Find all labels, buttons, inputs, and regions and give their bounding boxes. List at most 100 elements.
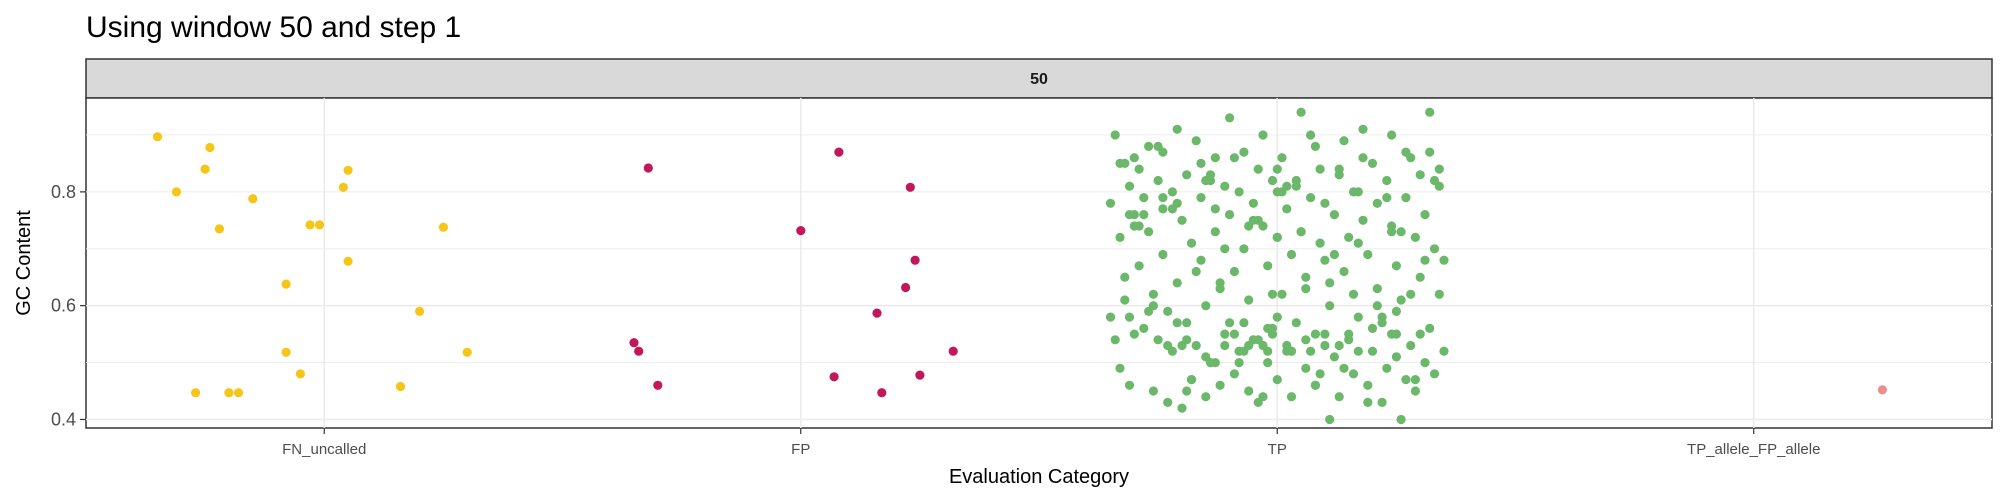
- x-tick-label: FP: [791, 441, 810, 458]
- data-point-tp: [1377, 397, 1387, 407]
- data-point-tp: [1339, 136, 1349, 146]
- data-point-tp: [1220, 340, 1230, 351]
- data-point-fp: [834, 147, 844, 157]
- data-point-tp: [1234, 358, 1244, 368]
- data-point-tp-allele-fp-allele: [1877, 385, 1887, 395]
- data-point-tp: [1267, 289, 1278, 299]
- data-point-tp: [1353, 238, 1363, 248]
- data-point-tp: [1406, 340, 1416, 351]
- data-point-tp: [1310, 380, 1320, 390]
- data-point-tp: [1220, 244, 1230, 254]
- data-point-tp: [1148, 301, 1158, 311]
- data-point-tp: [1191, 266, 1201, 277]
- data-point-fn-uncalled: [305, 220, 315, 230]
- data-point-tp: [1434, 164, 1444, 174]
- data-point-tp: [1272, 232, 1282, 242]
- x-axis-title: Evaluation Category: [949, 466, 1129, 488]
- data-point-fn-uncalled: [248, 194, 258, 204]
- data-point-tp: [1182, 335, 1192, 345]
- data-point-tp: [1410, 386, 1420, 396]
- data-point-tp: [1153, 141, 1163, 151]
- data-point-tp: [1334, 340, 1344, 351]
- data-point-fp: [829, 372, 839, 382]
- data-point-tp: [1196, 193, 1206, 203]
- data-point-tp: [1105, 312, 1116, 322]
- data-point-tp: [1391, 261, 1401, 271]
- data-point-tp: [1220, 329, 1230, 339]
- data-point-tp: [1139, 210, 1149, 220]
- data-point-tp: [1272, 375, 1282, 385]
- data-point-tp: [1253, 164, 1263, 174]
- data-point-tp: [1201, 352, 1211, 362]
- data-point-tp: [1286, 346, 1297, 356]
- data-point-tp: [1253, 335, 1263, 345]
- data-point-tp: [1124, 380, 1135, 390]
- facet-strip-label: 50: [1030, 71, 1048, 88]
- data-point-tp: [1244, 340, 1254, 351]
- data-point-tp: [1129, 329, 1139, 339]
- data-point-tp: [1244, 386, 1254, 396]
- data-point-tp: [1210, 358, 1220, 368]
- data-point-tp: [1225, 210, 1235, 220]
- data-point-tp: [1148, 289, 1158, 299]
- data-point-tp: [1182, 318, 1192, 328]
- data-point-tp: [1401, 147, 1411, 157]
- data-point-tp: [1372, 301, 1382, 311]
- data-point-tp: [1353, 346, 1363, 356]
- data-point-tp: [1115, 363, 1125, 373]
- data-point-tp: [1139, 323, 1149, 333]
- data-point-fp: [629, 338, 639, 348]
- facet-strip: [85, 58, 1993, 99]
- data-point-tp: [1153, 175, 1163, 186]
- data-point-tp: [1244, 221, 1254, 231]
- data-point-tp: [1320, 198, 1330, 208]
- data-point-tp: [1234, 187, 1244, 197]
- data-point-fn-uncalled: [415, 306, 425, 316]
- data-point-fp: [653, 380, 663, 390]
- data-point-tp: [1277, 153, 1287, 163]
- data-point-tp: [1387, 329, 1397, 339]
- data-point-tp: [1239, 318, 1249, 328]
- data-point-tp: [1110, 335, 1120, 345]
- data-point-tp: [1348, 289, 1359, 299]
- data-point-fn-uncalled: [338, 182, 348, 192]
- data-point-tp: [1272, 164, 1282, 174]
- data-point-tp: [1396, 295, 1406, 305]
- data-point-tp: [1301, 272, 1311, 282]
- data-point-tp: [1401, 193, 1411, 203]
- data-point-fp: [905, 182, 915, 192]
- data-point-tp: [1177, 403, 1187, 413]
- data-point-tp: [1105, 198, 1116, 208]
- data-point-tp: [1267, 175, 1278, 186]
- data-point-fn-uncalled: [214, 224, 224, 234]
- data-point-tp: [1134, 164, 1144, 174]
- data-point-tp: [1134, 221, 1144, 231]
- data-point-tp: [1186, 375, 1197, 385]
- data-point-tp: [1263, 261, 1273, 271]
- data-point-tp: [1320, 340, 1330, 351]
- data-point-tp: [1367, 323, 1378, 333]
- data-point-tp: [1320, 329, 1330, 339]
- data-point-tp: [1172, 124, 1182, 134]
- data-point-fn-uncalled: [233, 388, 244, 398]
- x-tick-label: TP_allele_FP_allele: [1687, 441, 1820, 458]
- data-point-tp: [1124, 181, 1135, 191]
- data-point-tp: [1358, 153, 1368, 163]
- data-point-tp: [1296, 107, 1306, 117]
- data-point-tp: [1320, 255, 1330, 265]
- data-point-tp: [1301, 335, 1311, 345]
- data-point-tp: [1425, 147, 1435, 157]
- data-point-tp: [1277, 289, 1287, 299]
- data-point-tp: [1282, 181, 1292, 191]
- data-point-tp: [1410, 232, 1420, 242]
- data-point-tp: [1301, 363, 1311, 373]
- data-point-tp: [1339, 266, 1349, 277]
- data-point-tp: [1205, 170, 1216, 180]
- data-point-tp: [1120, 272, 1130, 282]
- data-point-tp: [1344, 232, 1354, 242]
- grid-lines: [86, 98, 1992, 428]
- data-point-tp: [1329, 249, 1339, 260]
- data-point-fn-uncalled: [152, 132, 163, 142]
- data-point-fn-uncalled: [343, 165, 353, 175]
- data-point-tp: [1310, 141, 1320, 151]
